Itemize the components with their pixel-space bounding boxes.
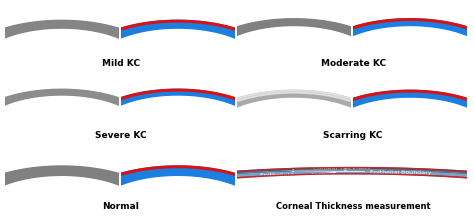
Polygon shape xyxy=(64,168,474,196)
Text: C: C xyxy=(9,76,17,86)
Text: F: F xyxy=(242,148,248,158)
Polygon shape xyxy=(88,89,268,119)
Text: Scarring KC: Scarring KC xyxy=(323,131,383,140)
Text: B: B xyxy=(242,5,249,15)
Text: Severe KC: Severe KC xyxy=(95,131,146,140)
Text: Corneal Thickness: Corneal Thickness xyxy=(313,166,370,171)
Polygon shape xyxy=(77,166,278,201)
Text: Corneal Thickness measurement: Corneal Thickness measurement xyxy=(276,202,430,212)
Text: Epithelial Boundary: Epithelial Boundary xyxy=(291,169,432,175)
Polygon shape xyxy=(317,19,474,50)
Polygon shape xyxy=(0,89,152,119)
Polygon shape xyxy=(82,20,273,53)
Text: E: E xyxy=(9,148,16,158)
Text: Epithelial Layer Thickness: Epithelial Layer Thickness xyxy=(260,171,342,178)
Polygon shape xyxy=(201,90,387,122)
Polygon shape xyxy=(235,90,353,101)
Polygon shape xyxy=(0,20,157,53)
Polygon shape xyxy=(201,19,387,50)
Polygon shape xyxy=(317,90,474,122)
Polygon shape xyxy=(317,19,474,48)
Text: Mild KC: Mild KC xyxy=(102,59,140,68)
Polygon shape xyxy=(82,20,273,50)
Text: A: A xyxy=(9,5,17,15)
Polygon shape xyxy=(317,90,474,120)
Polygon shape xyxy=(88,89,268,118)
Text: Posterior Surface of Cornea: Posterior Surface of Cornea xyxy=(306,174,392,185)
Text: Moderate KC: Moderate KC xyxy=(320,59,386,68)
Text: Normal: Normal xyxy=(102,202,139,212)
Text: D: D xyxy=(242,76,249,86)
Polygon shape xyxy=(70,169,474,199)
Polygon shape xyxy=(0,166,162,201)
Polygon shape xyxy=(77,166,278,198)
Text: Anterior Surface
of Cornea: Anterior Surface of Cornea xyxy=(437,149,474,160)
Text: Region of Interest: Region of Interest xyxy=(264,143,320,148)
